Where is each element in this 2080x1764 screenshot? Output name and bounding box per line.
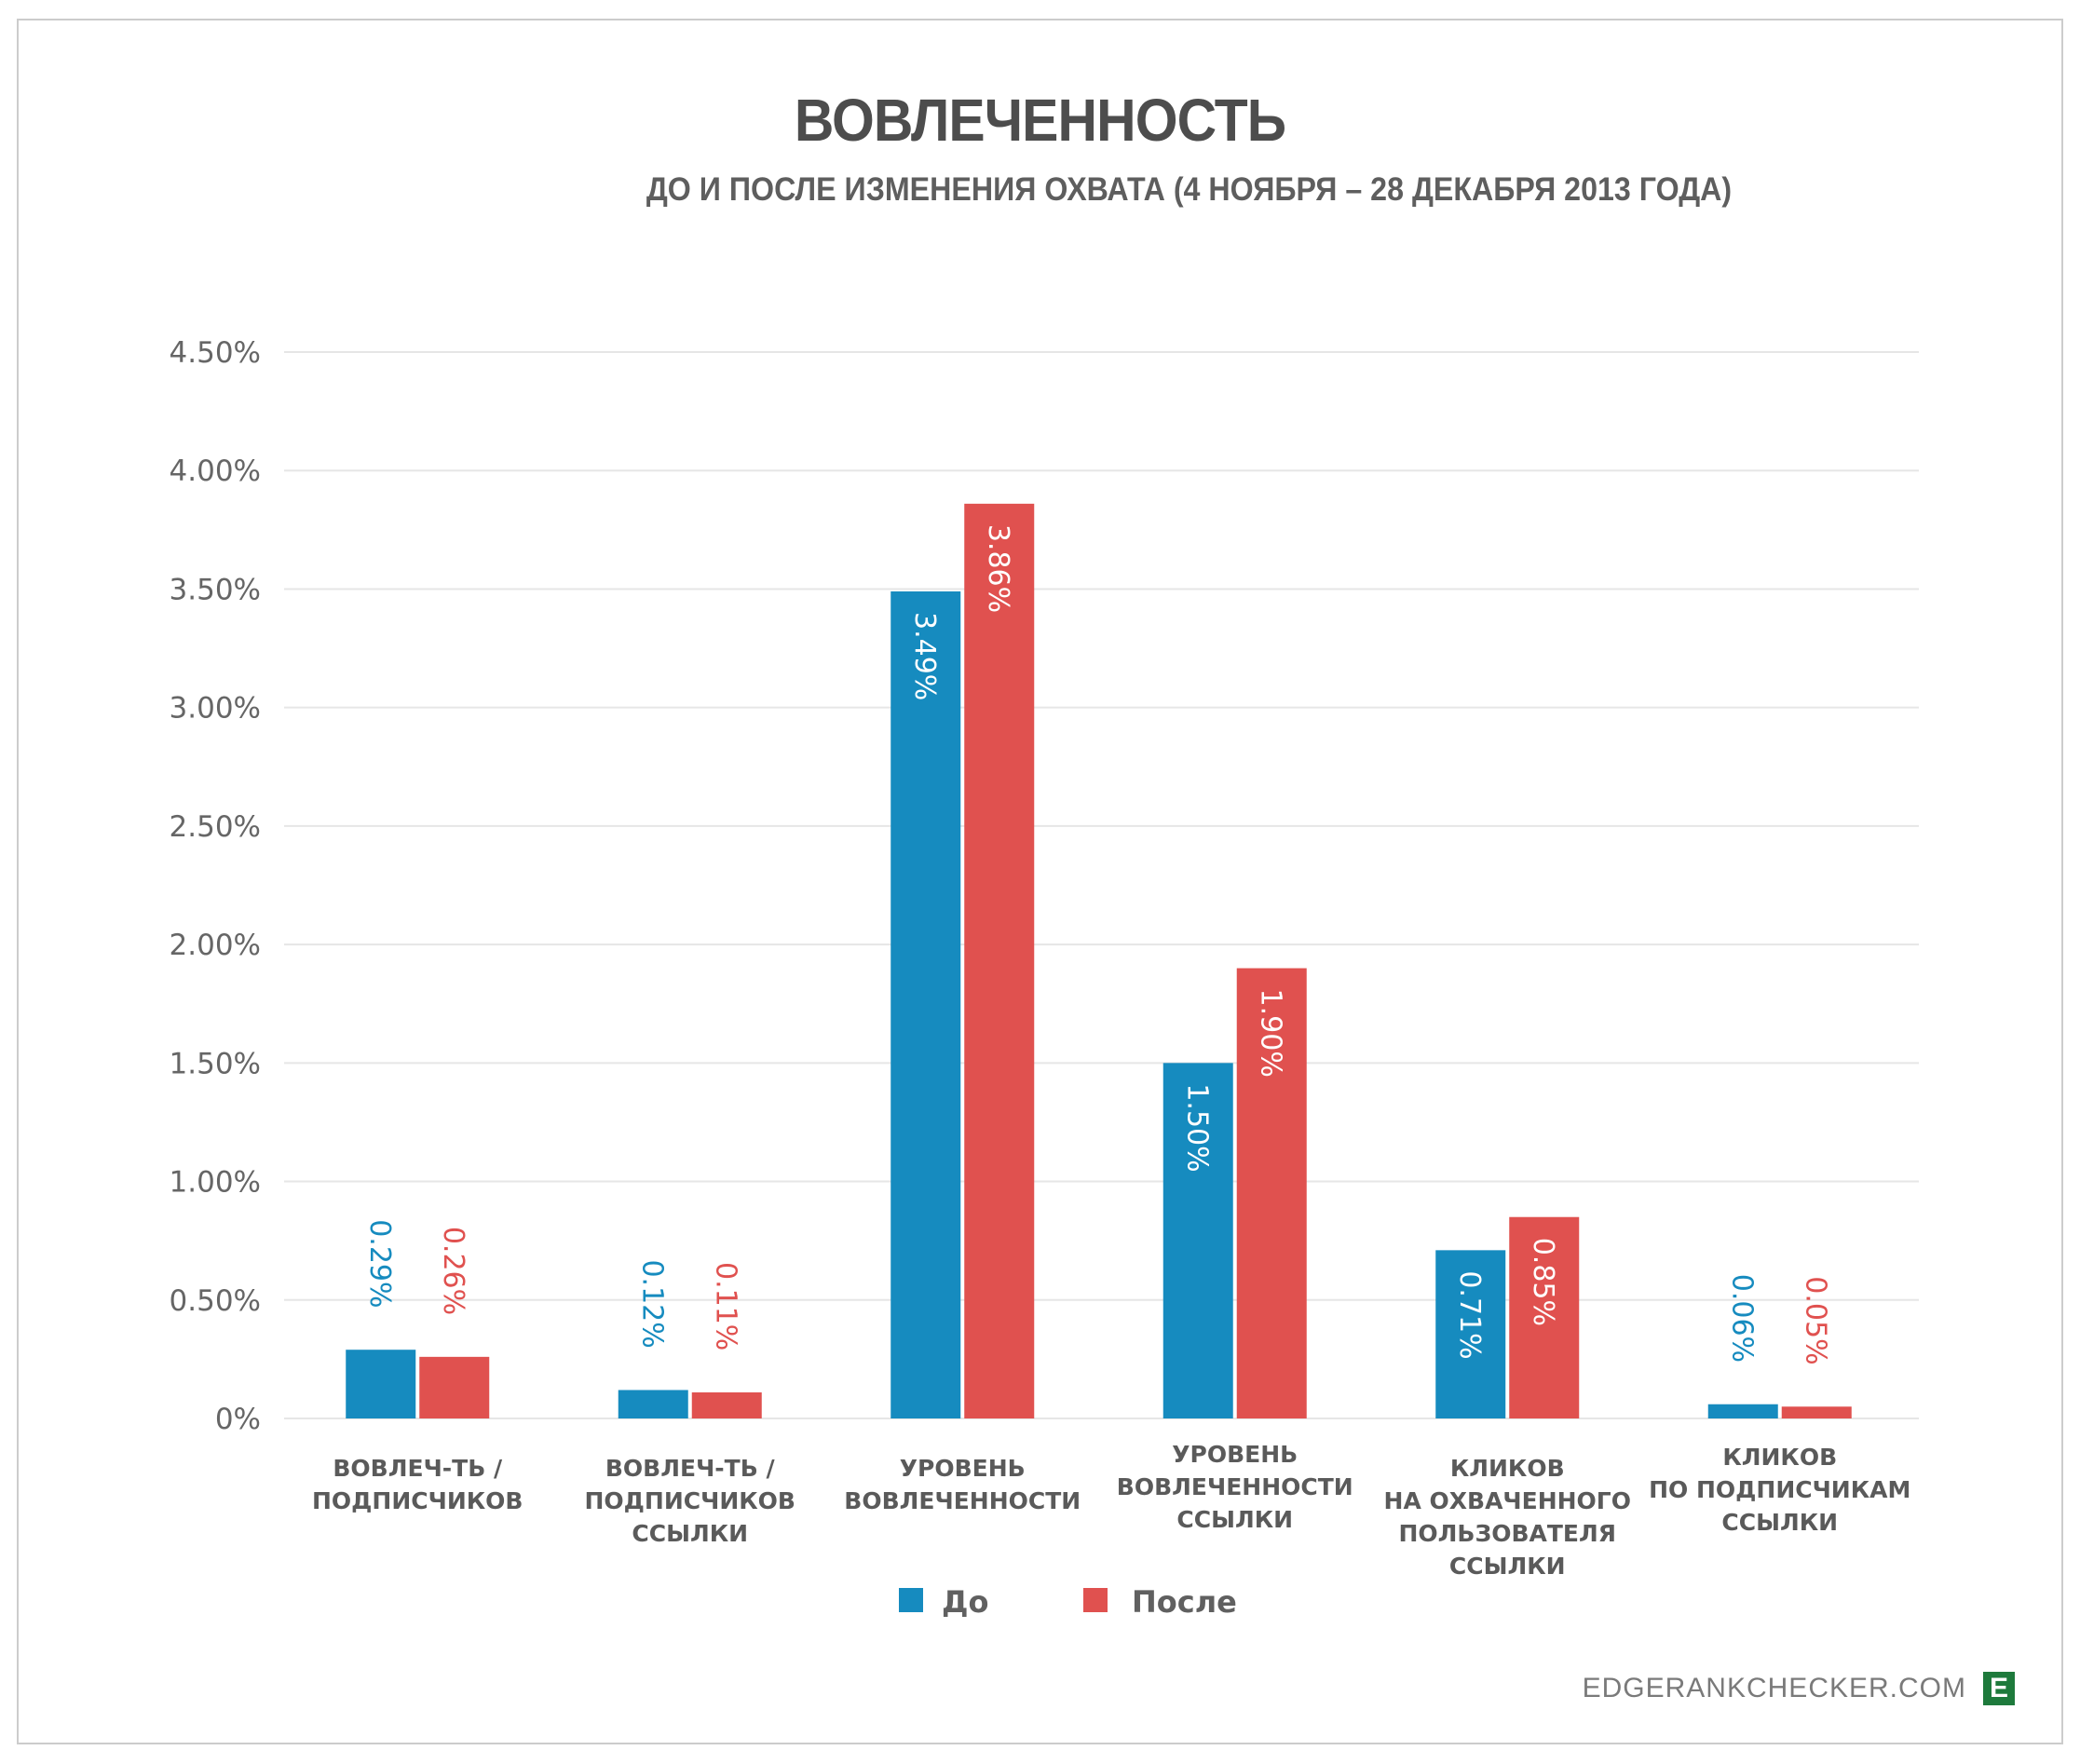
gridlines bbox=[284, 351, 1919, 1419]
category-label: ВОВЛЕЧ-ТЬ / ПОДПИСЧИКОВ ССЫЛКИ bbox=[584, 1455, 795, 1547]
bar-after bbox=[964, 503, 1035, 1418]
bar-before bbox=[1162, 1063, 1233, 1418]
category-label-line: ВОВЛЕЧ-ТЬ / bbox=[605, 1455, 776, 1482]
bar-before bbox=[618, 1390, 688, 1418]
y-tick-label: 4.00% bbox=[170, 455, 261, 488]
value-label: 1.90% bbox=[1254, 989, 1286, 1078]
category-label-line: ССЫЛКИ bbox=[632, 1520, 748, 1547]
category-label-line: ПОДПИСЧИКОВ bbox=[584, 1487, 795, 1514]
bars bbox=[346, 503, 1852, 1418]
legend-swatch-after bbox=[1083, 1588, 1108, 1612]
legend: До После bbox=[899, 1584, 1237, 1620]
bar-before bbox=[1435, 1250, 1506, 1418]
value-label: 3.86% bbox=[982, 524, 1014, 613]
category-label: УРОВЕНЬ ВОВЛЕЧЕННОСТИ bbox=[844, 1455, 1081, 1514]
value-label: 0.26% bbox=[437, 1227, 469, 1315]
category-label-line: ССЫЛКИ bbox=[1721, 1509, 1838, 1536]
category-label-line: КЛИКОВ bbox=[1722, 1444, 1837, 1471]
category-labels: ВОВЛЕЧ-ТЬ / ПОДПИСЧИКОВ ВОВЛЕЧ-ТЬ / ПОДПИСЧ… bbox=[312, 1441, 1910, 1580]
bar-before bbox=[1707, 1404, 1778, 1418]
chart-title: ВОВЛЕЧЕННОСТЬ bbox=[794, 87, 1286, 154]
chart-subtitle: ДО И ПОСЛЕ ИЗМЕНЕНИЯ ОХВАТА (4 НОЯБРЯ – … bbox=[646, 171, 1733, 208]
y-tick-label: 4.50% bbox=[170, 336, 261, 370]
legend-label: До bbox=[942, 1584, 988, 1620]
bar-before bbox=[890, 590, 961, 1418]
category-label-line: ПО ПОДПИСЧИКАМ bbox=[1649, 1476, 1910, 1503]
y-tick-label: 1.50% bbox=[170, 1047, 261, 1080]
y-tick-label: 0% bbox=[215, 1403, 261, 1436]
category-label-line: КЛИКОВ bbox=[1450, 1455, 1565, 1482]
y-tick-label: 0.50% bbox=[170, 1284, 261, 1318]
y-tick-label: 1.00% bbox=[170, 1166, 261, 1200]
category-label-line: НА ОХВАЧЕННОГО bbox=[1384, 1487, 1631, 1514]
brand-logo-icon: E bbox=[1983, 1672, 2015, 1705]
y-tick-label: 2.50% bbox=[170, 810, 261, 844]
bar-after bbox=[691, 1392, 762, 1418]
category-label: КЛИКОВ ПО ПОДПИСЧИКАМ ССЫЛКИ bbox=[1649, 1444, 1910, 1536]
bar-before bbox=[346, 1350, 416, 1418]
legend-label: После bbox=[1132, 1584, 1237, 1620]
category-label-line: ПОЛЬЗОВАТЕЛЯ bbox=[1398, 1520, 1616, 1547]
value-label: 0.11% bbox=[709, 1262, 741, 1350]
category-label-line: ПОДПИСЧИКОВ bbox=[312, 1487, 523, 1514]
category-label: ВОВЛЕЧ-ТЬ / ПОДПИСЧИКОВ bbox=[312, 1455, 523, 1514]
brand-site-text: EDGERANKCHECKER.COM bbox=[1582, 1673, 1966, 1703]
category-label: КЛИКОВ НА ОХВАЧЕННОГО ПОЛЬЗОВАТЕЛЯ ССЫЛКИ bbox=[1384, 1455, 1631, 1580]
chart-frame bbox=[17, 19, 2063, 1744]
value-label: 0.85% bbox=[1527, 1238, 1559, 1326]
y-tick-label: 3.00% bbox=[170, 692, 261, 726]
legend-swatch-before bbox=[899, 1588, 923, 1612]
category-label-line: ССЫЛКИ bbox=[1176, 1506, 1293, 1533]
value-label: 0.71% bbox=[1453, 1270, 1486, 1359]
category-label-line: УРОВЕНЬ bbox=[1172, 1441, 1298, 1468]
value-label: 3.49% bbox=[908, 612, 941, 700]
value-label: 0.05% bbox=[1799, 1276, 1831, 1364]
y-tick-label: 2.00% bbox=[170, 929, 261, 962]
category-label-line: ВОВЛЕЧЕННОСТИ bbox=[1117, 1473, 1353, 1500]
value-label: 0.29% bbox=[363, 1219, 396, 1308]
y-axis-ticks: 0% 0.50% 1.00% 1.50% 2.00% 2.50% 3.00% 3.50% 4.0… bbox=[170, 336, 261, 1436]
value-label: 1.50% bbox=[1180, 1083, 1213, 1172]
category-label-line: УРОВЕНЬ bbox=[900, 1455, 1026, 1482]
bar-after bbox=[1509, 1216, 1580, 1418]
category-label: УРОВЕНЬ ВОВЛЕЧЕННОСТИ ССЫЛКИ bbox=[1117, 1441, 1353, 1533]
bar-after bbox=[1781, 1406, 1852, 1418]
bar-after bbox=[419, 1356, 490, 1418]
bar-after bbox=[1236, 968, 1307, 1418]
value-label: 0.12% bbox=[635, 1259, 668, 1348]
value-labels: 0.29% 0.26% 0.12% 0.11% 3.49% 3.86% 1.50% 1.90%… bbox=[363, 524, 1832, 1365]
category-label-line: ВОВЛЕЧ-ТЬ / bbox=[333, 1455, 503, 1482]
value-label: 0.06% bbox=[1725, 1274, 1758, 1363]
category-label-line: ВОВЛЕЧЕННОСТИ bbox=[844, 1487, 1081, 1514]
category-label-line: ССЫЛКИ bbox=[1449, 1553, 1566, 1580]
brand-footer: EDGERANKCHECKER.COM E bbox=[1583, 1672, 2015, 1705]
y-tick-label: 3.50% bbox=[170, 573, 261, 606]
